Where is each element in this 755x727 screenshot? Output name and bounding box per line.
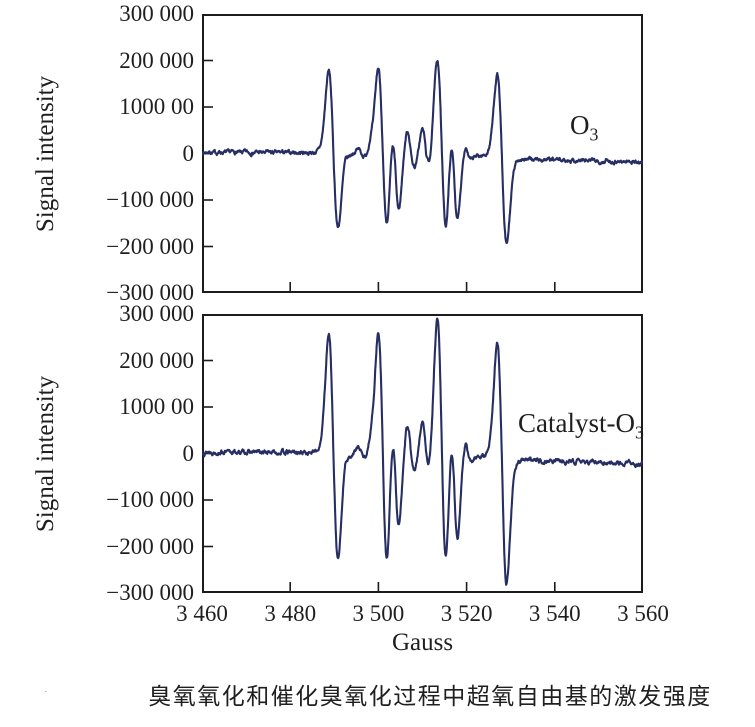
x-tick-label: 3 520 bbox=[440, 601, 493, 626]
series-label-o3: O3 bbox=[570, 110, 598, 145]
y-tick-label: −100 000 bbox=[106, 187, 194, 212]
y-tick-label: −300 000 bbox=[106, 580, 194, 605]
y-tick-label: 1000 00 bbox=[119, 94, 194, 119]
plot-area-catalyst-o3 bbox=[202, 314, 643, 593]
caption-marker: · bbox=[44, 686, 48, 698]
plot-panel-catalyst-o3: Catalyst-O3 bbox=[202, 314, 644, 593]
figure-caption: 臭氧氧化和催化臭氧化过程中超氧自由基的激发强度 bbox=[148, 684, 712, 709]
plot-area-o3 bbox=[202, 14, 643, 293]
series-label-o3-text: O bbox=[570, 110, 590, 140]
plot-frame bbox=[202, 14, 643, 293]
epr-curve-catalyst-o3 bbox=[202, 317, 643, 586]
x-tick-label: 3 500 bbox=[352, 601, 405, 626]
x-axis-title: Gauss bbox=[391, 629, 454, 656]
y-tick-label: −200 000 bbox=[106, 233, 194, 259]
y-tick-label: 200 000 bbox=[119, 347, 194, 373]
y-tick-label: −200 000 bbox=[106, 533, 194, 559]
y-tick-label: 300 000 bbox=[119, 301, 194, 326]
plot-frame bbox=[202, 314, 643, 593]
series-label-catalyst-o3-subscript: 3 bbox=[634, 422, 644, 443]
y-tick-label: −100 000 bbox=[106, 487, 194, 512]
x-tick-label: 3 540 bbox=[528, 601, 581, 626]
series-label-o3-subscript: 3 bbox=[589, 124, 599, 145]
y-tick-label: 300 000 bbox=[119, 1, 194, 26]
x-tick-label: 3 560 bbox=[617, 601, 669, 626]
y-tick-label: 1000 00 bbox=[119, 394, 194, 419]
y-tick-label: −300 000 bbox=[106, 280, 194, 305]
series-label-catalyst-o3: Catalyst-O3 bbox=[518, 408, 644, 443]
series-label-catalyst-o3-text: Catalyst-O bbox=[518, 408, 635, 438]
x-tick-label: 3 480 bbox=[264, 601, 317, 626]
y-tick-label: 0 bbox=[182, 440, 195, 466]
y-tick-label: 0 bbox=[182, 140, 195, 166]
plot-panel-o3: O3 bbox=[202, 14, 643, 293]
x-tick-label: 3 460 bbox=[176, 601, 228, 626]
epr-curve-o3 bbox=[202, 60, 643, 245]
y-tick-label: 200 000 bbox=[119, 47, 194, 73]
